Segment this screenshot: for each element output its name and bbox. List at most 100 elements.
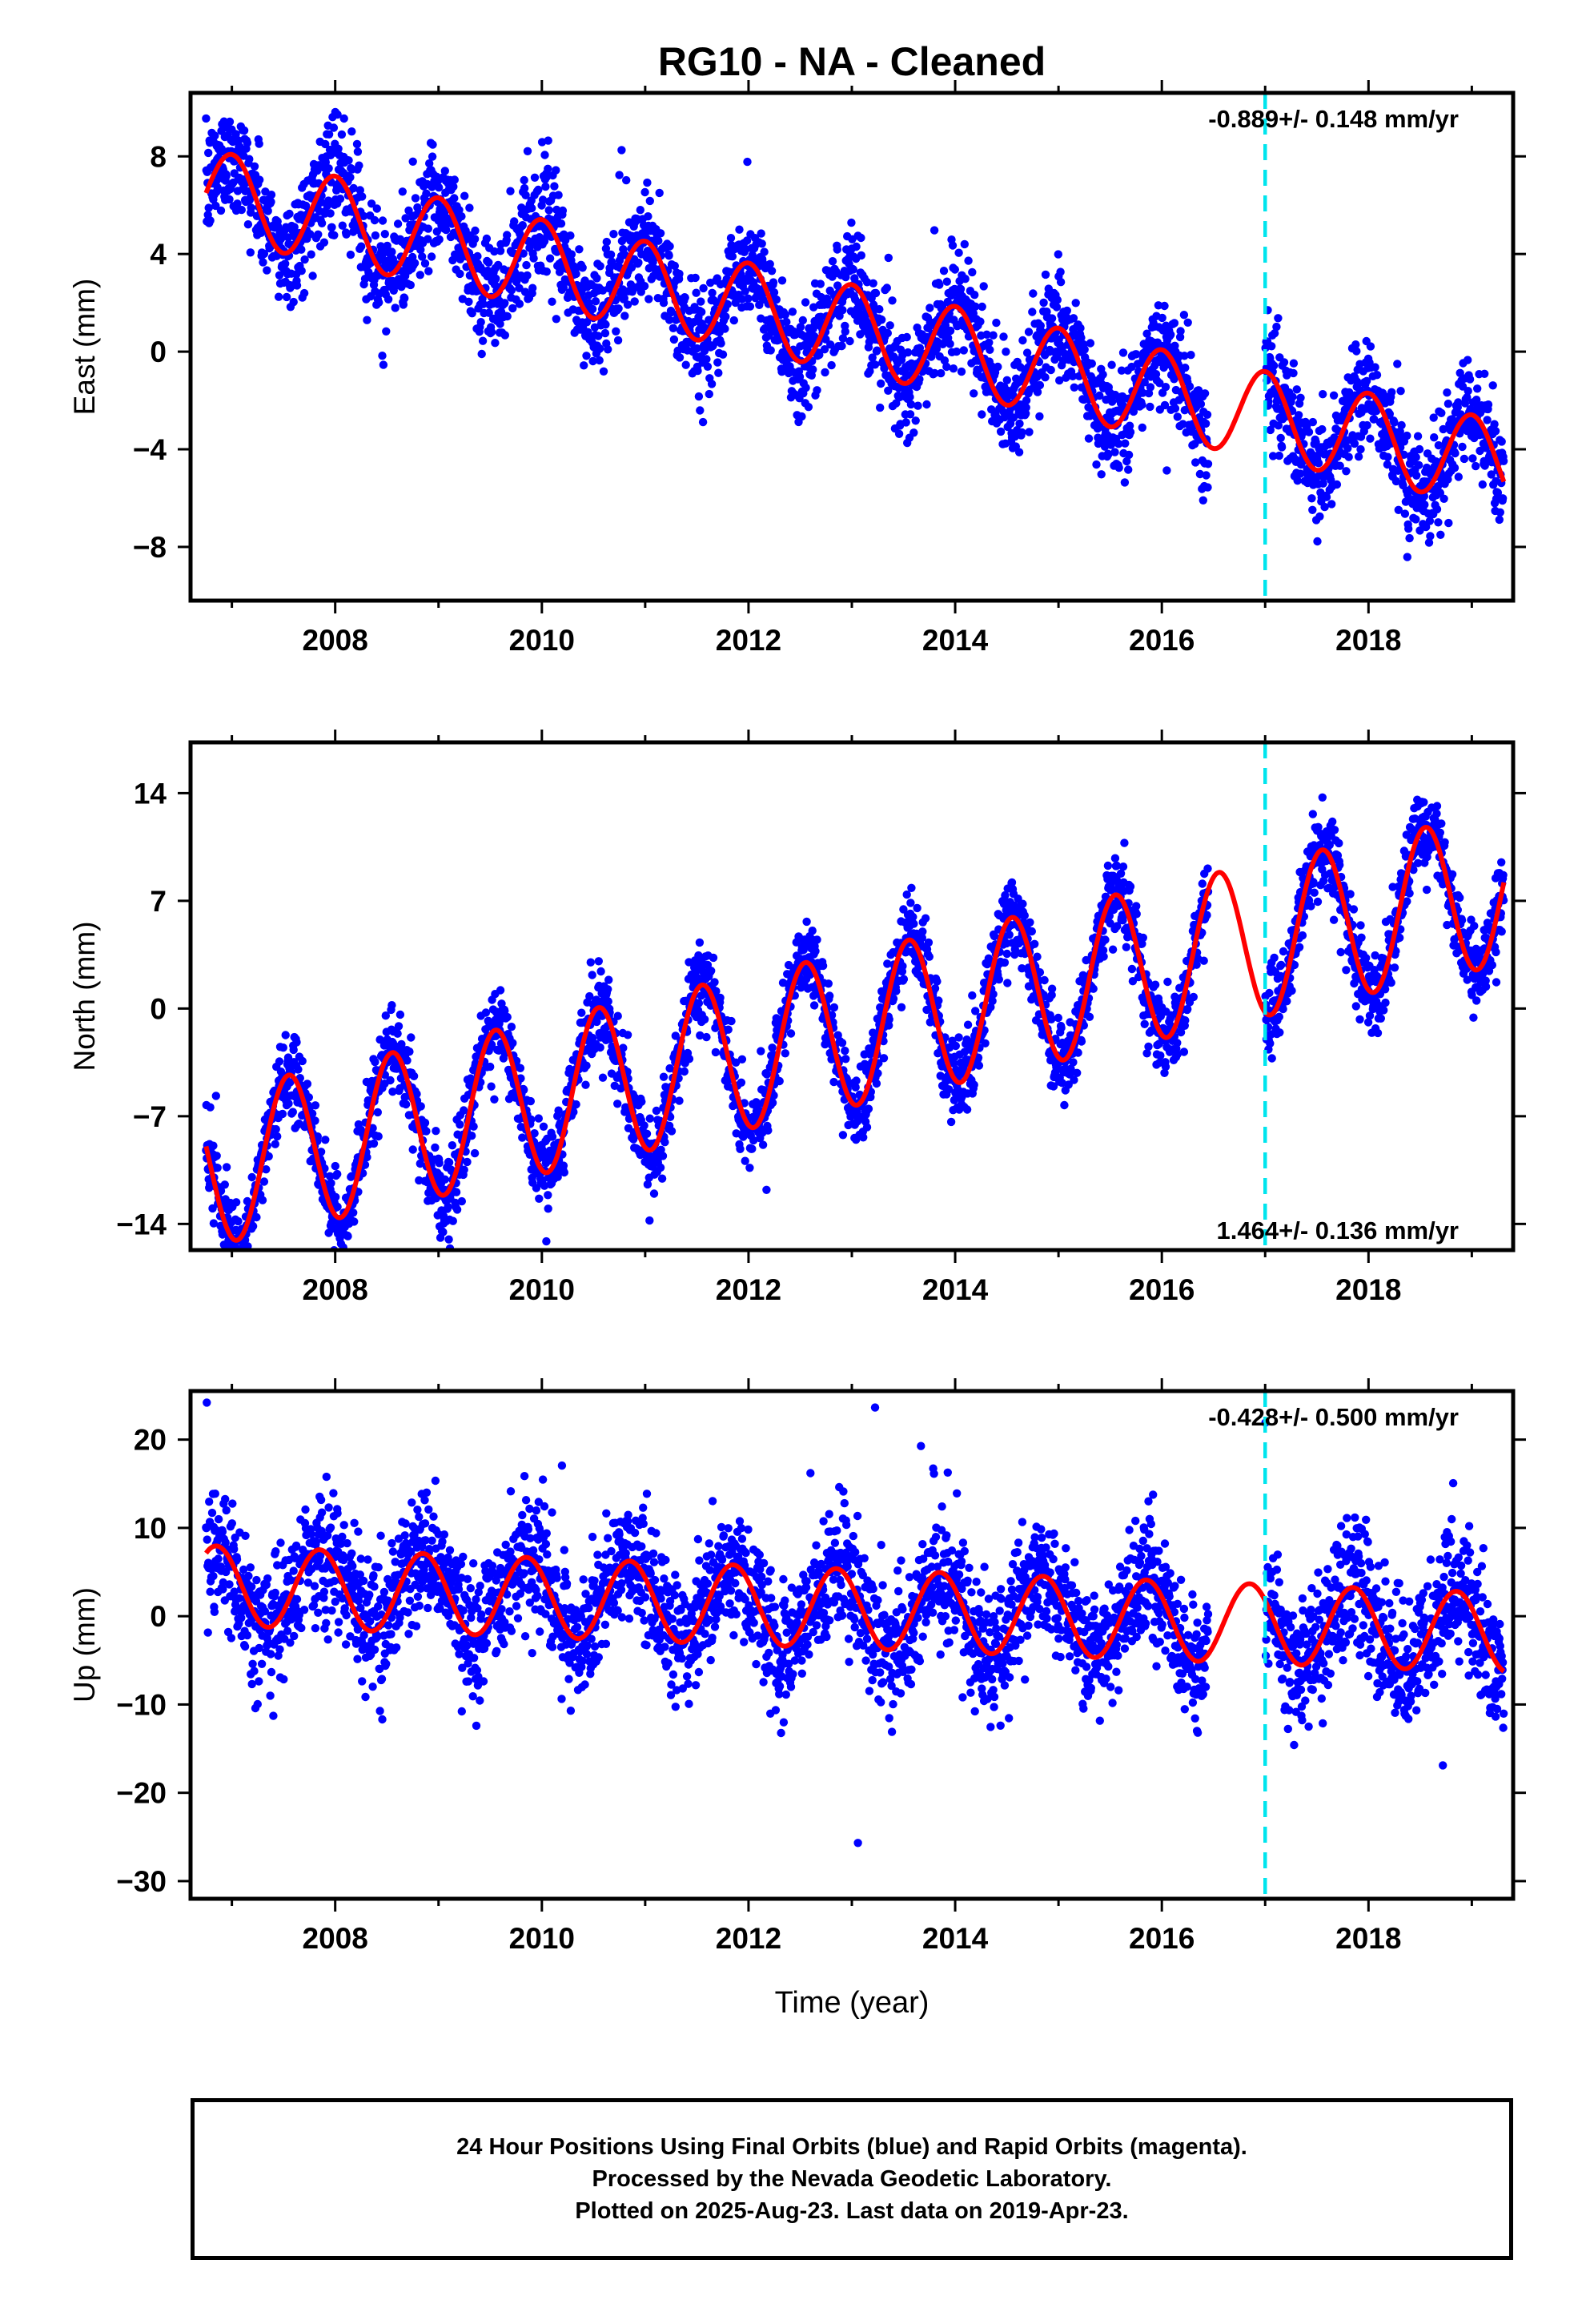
- data-point: [1308, 505, 1317, 514]
- data-point: [1394, 505, 1403, 514]
- data-point: [1155, 379, 1164, 388]
- data-point: [1327, 500, 1336, 509]
- data-point: [970, 291, 979, 300]
- data-point: [503, 231, 512, 239]
- data-point: [1465, 375, 1475, 384]
- data-point: [768, 1043, 777, 1052]
- data-point: [711, 1047, 721, 1057]
- data-point: [1444, 518, 1453, 528]
- data-point: [456, 1120, 464, 1129]
- data-point: [1002, 348, 1010, 356]
- data-point: [726, 234, 736, 243]
- data-point: [1161, 383, 1170, 392]
- data-point: [479, 300, 488, 308]
- data-point: [596, 262, 604, 271]
- data-point: [697, 308, 706, 316]
- data-point: [349, 183, 358, 193]
- data-point: [1033, 388, 1042, 396]
- data-point: [1313, 537, 1322, 546]
- data-point: [698, 417, 708, 427]
- data-point: [744, 294, 753, 303]
- data-point: [363, 316, 371, 324]
- data-point: [448, 1216, 457, 1225]
- data-point: [349, 1208, 358, 1217]
- data-point: [528, 283, 537, 292]
- data-point: [460, 1106, 468, 1115]
- data-point: [300, 255, 309, 264]
- data-point: [424, 267, 433, 275]
- data-point: [409, 1072, 419, 1081]
- data-point: [329, 123, 339, 132]
- data-point: [346, 173, 355, 182]
- data-point: [503, 312, 512, 321]
- data-point: [411, 194, 420, 203]
- data-point: [594, 957, 603, 966]
- data-point: [1488, 381, 1497, 390]
- data-point: [657, 1174, 667, 1183]
- data-point: [1124, 465, 1133, 474]
- data-point: [681, 360, 690, 369]
- data-point: [281, 1031, 290, 1039]
- data-point: [217, 144, 227, 154]
- data-point: [440, 167, 449, 175]
- data-point: [211, 131, 219, 140]
- data-point: [818, 961, 828, 971]
- data-point: [748, 1144, 757, 1153]
- data-point: [1456, 368, 1464, 377]
- data-point: [375, 298, 383, 307]
- data-point: [247, 1172, 256, 1182]
- y-tick-label: −8: [133, 531, 167, 564]
- data-point: [829, 1003, 839, 1012]
- data-point: [882, 283, 892, 292]
- data-point: [623, 300, 632, 309]
- data-point: [404, 206, 413, 215]
- data-point: [1314, 459, 1323, 468]
- data-point: [471, 226, 480, 235]
- data-point: [986, 345, 994, 354]
- data-point: [487, 328, 496, 336]
- data-point: [367, 199, 376, 208]
- data-point: [745, 1164, 754, 1172]
- data-point: [580, 361, 588, 370]
- data-point: [758, 1140, 768, 1149]
- data-point: [353, 147, 363, 156]
- data-point: [994, 362, 1002, 372]
- data-point: [496, 986, 505, 995]
- data-point: [383, 241, 391, 251]
- data-point: [1294, 411, 1303, 420]
- data-point: [1350, 439, 1359, 448]
- data-point: [1322, 493, 1331, 501]
- data-point: [901, 418, 910, 427]
- data-point: [1320, 502, 1329, 512]
- data-point: [1095, 391, 1104, 400]
- data-point: [707, 380, 717, 388]
- data-point: [1160, 400, 1170, 410]
- data-point: [1403, 553, 1412, 561]
- data-point: [1397, 420, 1406, 430]
- data-point: [496, 320, 504, 328]
- data-point: [286, 1078, 295, 1087]
- data-point: [1390, 418, 1399, 427]
- data-point: [1166, 330, 1175, 340]
- data-point: [397, 1039, 406, 1049]
- data-point: [654, 236, 663, 245]
- data-point: [460, 1165, 468, 1174]
- data-point: [460, 191, 469, 200]
- data-point: [1327, 476, 1335, 485]
- data-point: [1463, 393, 1472, 402]
- data-point: [873, 346, 881, 355]
- data-point: [506, 187, 515, 195]
- data-point: [940, 356, 950, 365]
- data-point: [702, 355, 711, 364]
- data-point: [355, 161, 363, 170]
- data-point: [623, 1031, 632, 1039]
- data-point: [408, 157, 417, 166]
- data-point: [416, 245, 425, 255]
- data-point: [468, 1132, 476, 1140]
- data-point: [724, 1025, 733, 1034]
- data-point: [1062, 306, 1072, 316]
- data-point: [1296, 393, 1305, 402]
- data-point: [1362, 376, 1371, 385]
- data-point: [640, 187, 649, 197]
- data-point: [1092, 460, 1101, 469]
